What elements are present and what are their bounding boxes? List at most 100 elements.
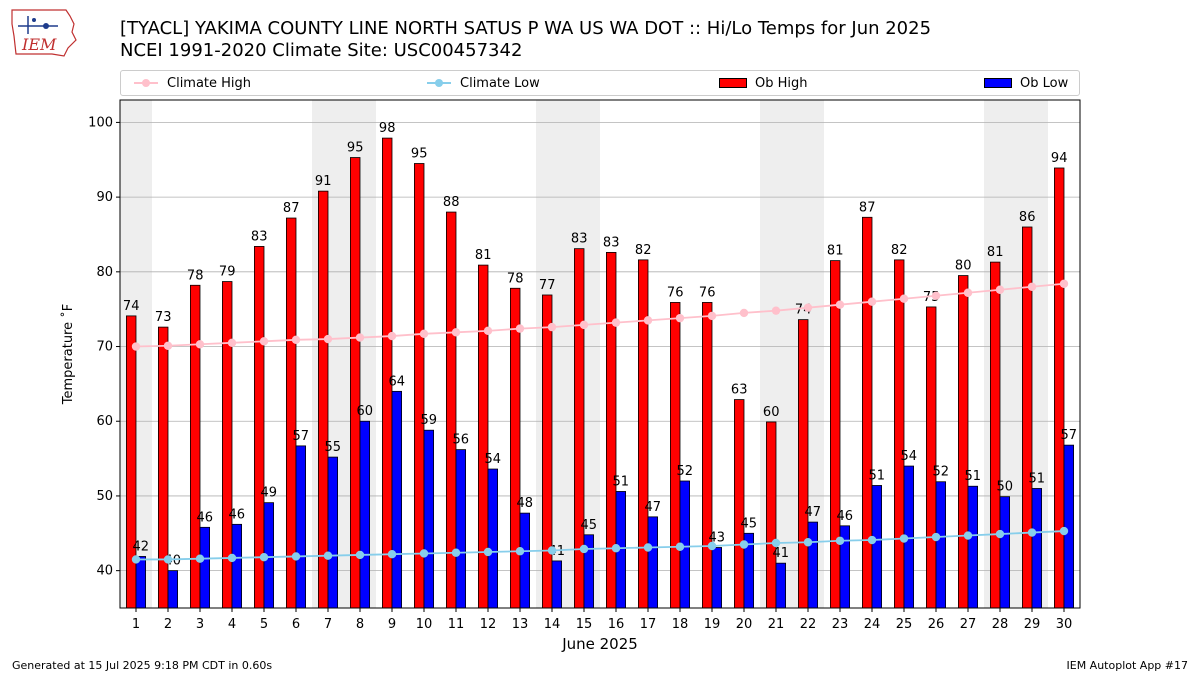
ob-low-value-label-day-22: 47 xyxy=(805,505,822,520)
x-tick-label-19: 19 xyxy=(704,617,721,632)
ob-high-value-label-day-27: 80 xyxy=(955,259,972,274)
ob-high-bar-day-23 xyxy=(830,260,841,609)
ob-low-value-label-day-9: 64 xyxy=(389,374,406,389)
ob-low-value-label-day-8: 60 xyxy=(357,404,374,419)
ob-low-value-label-day-23: 46 xyxy=(837,509,854,524)
ob-low-bar-day-11 xyxy=(455,449,467,609)
x-tick-label-29: 29 xyxy=(1024,617,1041,632)
ob-high-bar-day-22 xyxy=(798,319,809,609)
ob-high-value-label-day-5: 83 xyxy=(251,229,268,244)
ob-low-bar-day-27 xyxy=(967,485,979,609)
ob-low-bar-day-14 xyxy=(551,560,563,609)
ob-high-bar-day-13 xyxy=(509,287,521,609)
legend-label-ob-high: Ob High xyxy=(755,75,808,91)
ob-high-value-label-day-12: 81 xyxy=(475,248,492,263)
x-tick-label-25: 25 xyxy=(896,617,913,632)
climate-low-line-icon xyxy=(427,79,451,87)
ob-low-bar-day-4 xyxy=(231,523,243,609)
ob-high-value-label-day-4: 79 xyxy=(219,265,236,280)
ob-low-value-label-day-26: 52 xyxy=(933,465,950,480)
ob-high-value-label-day-29: 86 xyxy=(1019,210,1036,225)
x-tick-label-27: 27 xyxy=(960,617,977,632)
ob-low-bar-day-22 xyxy=(807,521,819,609)
climate-low-point-day-19 xyxy=(707,541,717,551)
ob-high-value-label-day-23: 81 xyxy=(827,244,844,259)
legend: Climate High Climate Low Ob High Ob Low xyxy=(120,70,1080,96)
ob-high-bar-day-28 xyxy=(990,261,1001,609)
climate-high-point-day-20 xyxy=(739,308,749,318)
climate-low-point-day-24 xyxy=(867,535,877,545)
x-tick-label-5: 5 xyxy=(260,617,268,632)
climate-low-point-day-5 xyxy=(259,553,269,562)
ob-high-value-label-day-2: 73 xyxy=(155,310,172,325)
ob-low-bar-day-17 xyxy=(647,516,659,609)
climate-high-point-day-10 xyxy=(419,329,429,339)
logo-text: IEM xyxy=(21,35,57,54)
y-tick-label-60: 60 xyxy=(96,414,113,429)
ob-high-value-label-day-24: 87 xyxy=(859,200,876,215)
legend-label-climate-high: Climate High xyxy=(167,75,252,91)
ob-high-value-label-day-6: 87 xyxy=(283,201,300,216)
climate-low-line xyxy=(136,530,1065,561)
ob-high-bar-day-18 xyxy=(670,302,681,609)
x-tick-label-21: 21 xyxy=(768,617,785,632)
ob-low-value-label-day-12: 54 xyxy=(485,452,502,467)
climate-high-point-day-8 xyxy=(355,333,365,342)
legend-item-climate-low: Climate Low xyxy=(426,71,540,95)
ob-low-value-label-day-25: 54 xyxy=(901,449,918,464)
ob-high-value-label-day-25: 82 xyxy=(891,243,908,258)
climate-low-point-day-8 xyxy=(355,550,365,560)
x-tick-label-12: 12 xyxy=(480,617,497,632)
climate-high-point-day-1 xyxy=(131,342,141,351)
climate-low-point-day-28 xyxy=(995,529,1005,539)
climate-low-point-day-3 xyxy=(195,554,205,563)
ob-low-value-label-day-24: 51 xyxy=(869,468,886,483)
ob-high-value-label-day-18: 76 xyxy=(667,285,684,300)
climate-low-point-day-18 xyxy=(675,542,685,551)
climate-low-point-day-26 xyxy=(931,532,941,542)
climate-low-point-day-13 xyxy=(515,547,525,556)
plot-frame xyxy=(119,99,1081,609)
climate-low-point-day-10 xyxy=(419,549,429,558)
x-tick-label-15: 15 xyxy=(576,617,593,632)
ob-high-value-label-day-17: 82 xyxy=(635,243,652,258)
ob-high-value-label-day-3: 78 xyxy=(187,268,204,283)
ob-low-value-label-day-5: 49 xyxy=(261,486,278,501)
ob-high-swatch-icon xyxy=(719,78,747,88)
x-tick-label-9: 9 xyxy=(388,617,396,632)
climate-low-point-day-17 xyxy=(643,543,653,552)
climate-low-point-day-25 xyxy=(899,534,909,543)
climate-low-point-day-6 xyxy=(291,552,301,561)
x-tick-label-26: 26 xyxy=(928,617,945,632)
ob-high-bar-day-15 xyxy=(574,248,585,609)
ob-low-value-label-day-15: 45 xyxy=(581,518,598,533)
ob-high-value-label-day-28: 81 xyxy=(987,245,1004,260)
ob-low-bar-day-24 xyxy=(871,485,883,609)
ob-low-bar-day-3 xyxy=(199,526,211,609)
x-tick-label-14: 14 xyxy=(544,617,561,632)
climate-high-point-day-12 xyxy=(483,326,493,336)
ob-high-bar-day-7 xyxy=(317,190,329,609)
climate-high-point-day-22 xyxy=(803,303,813,312)
ob-high-bar-day-9 xyxy=(381,137,393,609)
ob-high-bar-day-8 xyxy=(349,157,361,609)
climate-high-point-day-29 xyxy=(1027,282,1037,291)
climate-high-point-day-21 xyxy=(771,306,781,315)
x-tick-label-24: 24 xyxy=(864,617,881,632)
ob-high-bar-day-12 xyxy=(477,264,489,609)
climate-high-line xyxy=(135,282,1065,348)
climate-high-point-day-9 xyxy=(387,331,397,341)
ob-low-value-label-day-28: 50 xyxy=(997,480,1014,495)
y-tick-label-90: 90 xyxy=(96,190,113,205)
ob-high-value-label-day-8: 95 xyxy=(347,141,364,156)
y-tick-label-40: 40 xyxy=(96,564,113,579)
ob-low-bar-day-13 xyxy=(519,512,531,609)
ob-low-bar-day-28 xyxy=(999,496,1011,609)
climate-low-point-day-23 xyxy=(835,536,845,545)
climate-low-point-day-14 xyxy=(547,546,557,555)
ob-low-value-label-day-4: 46 xyxy=(229,507,246,522)
app-footer: IEM Autoplot App #17 xyxy=(1066,659,1189,672)
climate-low-point-day-9 xyxy=(387,550,397,559)
y-tick-label-100: 100 xyxy=(88,115,113,130)
climate-high-point-day-18 xyxy=(675,313,685,323)
